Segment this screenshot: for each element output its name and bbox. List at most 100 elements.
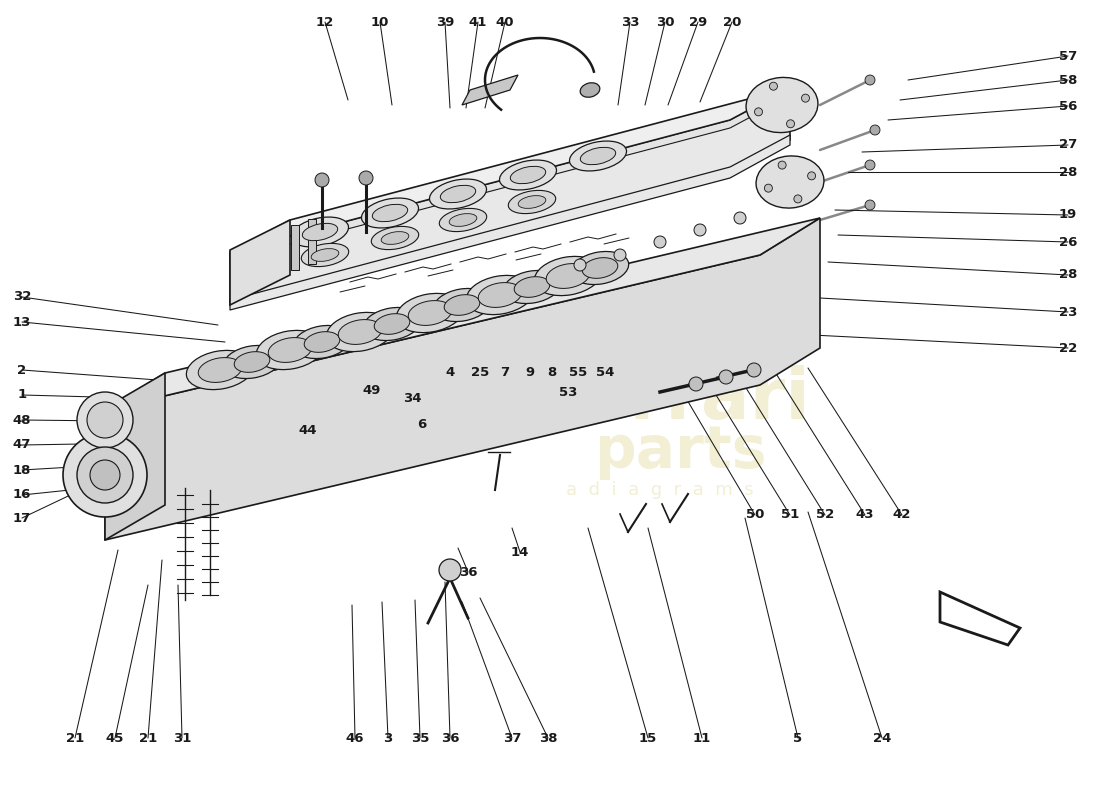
Circle shape	[359, 171, 373, 185]
Circle shape	[734, 212, 746, 224]
Polygon shape	[104, 218, 820, 540]
Ellipse shape	[433, 289, 491, 322]
Ellipse shape	[408, 301, 452, 326]
Ellipse shape	[301, 243, 349, 266]
Ellipse shape	[518, 196, 546, 208]
Ellipse shape	[504, 270, 561, 303]
Circle shape	[77, 447, 133, 503]
Circle shape	[807, 172, 815, 180]
Text: 51: 51	[781, 509, 799, 522]
Text: 53: 53	[559, 386, 578, 398]
Polygon shape	[230, 220, 290, 305]
Bar	[292, 225, 299, 270]
Text: 30: 30	[656, 15, 674, 29]
Ellipse shape	[547, 263, 590, 289]
Text: 23: 23	[1059, 306, 1077, 318]
Ellipse shape	[198, 358, 242, 382]
Text: 28: 28	[1059, 269, 1077, 282]
Text: 35: 35	[410, 731, 429, 745]
Ellipse shape	[294, 326, 351, 358]
Text: ferrari: ferrari	[550, 366, 811, 434]
Circle shape	[694, 224, 706, 236]
Text: 19: 19	[1059, 209, 1077, 222]
Text: 17: 17	[13, 511, 31, 525]
Ellipse shape	[268, 338, 311, 362]
Ellipse shape	[510, 166, 546, 184]
Circle shape	[764, 184, 772, 192]
Text: 4: 4	[446, 366, 454, 378]
Circle shape	[778, 161, 786, 169]
Circle shape	[90, 460, 120, 490]
Ellipse shape	[223, 346, 280, 378]
Text: 5: 5	[793, 731, 803, 745]
Text: 8: 8	[548, 366, 557, 378]
Ellipse shape	[292, 217, 349, 247]
Circle shape	[865, 160, 874, 170]
Text: 27: 27	[1059, 138, 1077, 151]
Text: 2: 2	[18, 363, 26, 377]
Text: 6: 6	[417, 418, 427, 431]
Polygon shape	[104, 218, 820, 410]
Ellipse shape	[374, 314, 410, 334]
Polygon shape	[230, 88, 790, 260]
Ellipse shape	[338, 319, 382, 345]
Ellipse shape	[396, 294, 463, 333]
Polygon shape	[230, 88, 790, 252]
Ellipse shape	[756, 156, 824, 208]
Ellipse shape	[581, 147, 616, 165]
Polygon shape	[104, 373, 165, 540]
Text: 32: 32	[13, 290, 31, 303]
Ellipse shape	[311, 249, 339, 262]
Text: 49: 49	[363, 383, 382, 397]
Circle shape	[614, 249, 626, 261]
Text: 33: 33	[620, 15, 639, 29]
Ellipse shape	[582, 258, 618, 278]
Text: 39: 39	[436, 15, 454, 29]
Text: 55: 55	[569, 366, 587, 378]
Circle shape	[77, 392, 133, 448]
Circle shape	[747, 363, 761, 377]
Ellipse shape	[439, 208, 486, 232]
Ellipse shape	[508, 190, 556, 214]
Ellipse shape	[440, 186, 475, 202]
Text: 24: 24	[872, 731, 891, 745]
Circle shape	[654, 236, 666, 248]
Circle shape	[574, 259, 586, 271]
Text: parts: parts	[594, 423, 767, 481]
Ellipse shape	[449, 214, 476, 226]
Circle shape	[315, 173, 329, 187]
Text: 45: 45	[106, 731, 124, 745]
Text: 54: 54	[596, 366, 614, 378]
Text: 13: 13	[13, 315, 31, 329]
Text: 29: 29	[689, 15, 707, 29]
Text: 21: 21	[139, 731, 157, 745]
Text: 40: 40	[496, 15, 515, 29]
Text: 50: 50	[746, 509, 764, 522]
Text: 16: 16	[13, 489, 31, 502]
Text: 1: 1	[18, 389, 26, 402]
Circle shape	[865, 200, 874, 210]
Polygon shape	[230, 135, 790, 310]
Bar	[308, 219, 316, 264]
Ellipse shape	[186, 350, 254, 390]
Ellipse shape	[234, 352, 270, 372]
Text: 47: 47	[13, 438, 31, 451]
Text: 44: 44	[299, 423, 317, 437]
Text: 43: 43	[856, 509, 875, 522]
Text: 58: 58	[1059, 74, 1077, 86]
Text: 57: 57	[1059, 50, 1077, 62]
Ellipse shape	[372, 226, 419, 250]
Text: 21: 21	[66, 731, 84, 745]
Ellipse shape	[746, 78, 818, 133]
Text: 52: 52	[816, 509, 834, 522]
Text: 36: 36	[441, 731, 460, 745]
Ellipse shape	[478, 282, 521, 307]
Circle shape	[87, 402, 123, 438]
Circle shape	[719, 370, 733, 384]
Text: 10: 10	[371, 15, 389, 29]
Circle shape	[865, 75, 874, 85]
Text: 34: 34	[403, 391, 421, 405]
Ellipse shape	[305, 332, 340, 352]
Text: 37: 37	[503, 731, 521, 745]
Text: 48: 48	[13, 414, 31, 426]
